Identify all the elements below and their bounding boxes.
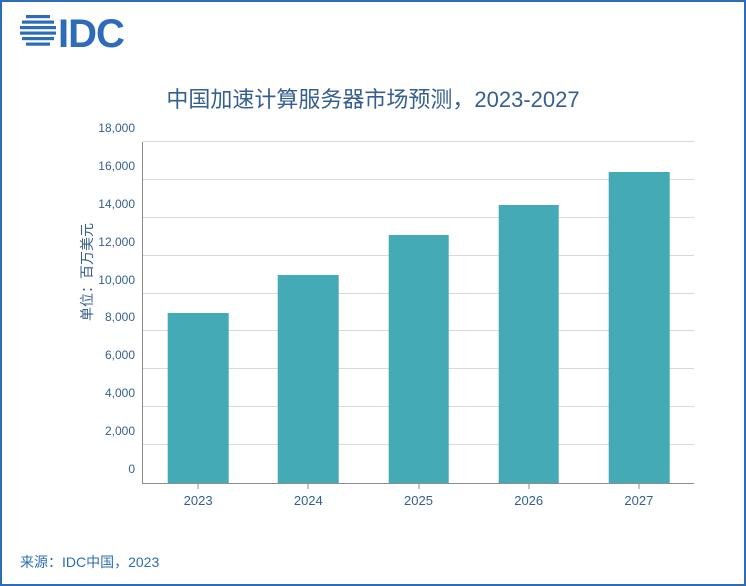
x-tick-label: 2027 [624,483,653,508]
bar [388,235,449,483]
y-tick-label: 14,000 [98,197,143,211]
plot-region: 02,0004,0006,0008,00010,00012,00014,0001… [142,142,694,484]
logo-stripes-icon [20,13,56,56]
y-tick-label: 2,000 [105,424,143,438]
chart-title: 中国加速计算服务器市场预测，2023-2027 [2,82,744,114]
x-tick-label: 2024 [294,483,323,508]
x-tick-label: 2025 [404,483,433,508]
y-tick-label: 8,000 [105,310,143,324]
y-tick-label: 10,000 [98,273,143,287]
x-tick-label: 2026 [514,483,543,508]
y-tick-label: 12,000 [98,235,143,249]
y-tick-label: 18,000 [98,121,143,135]
bar [498,205,559,483]
y-tick-label: 4,000 [105,386,143,400]
source-text: 来源：IDC中国，2023 [20,552,159,572]
idc-logo: IDC [20,12,124,57]
logo-text: IDC [58,12,124,57]
bar [278,275,339,483]
y-tick-label: 0 [128,462,143,476]
x-tick-label: 2023 [184,483,213,508]
bar [609,172,670,483]
y-tick-label: 6,000 [105,348,143,362]
bar [168,313,229,484]
y-tick-label: 16,000 [98,159,143,173]
gridline [143,141,694,142]
chart-area: 0 2,000 4,000 6,000 8,000 10,000 12,000 14,000 1… [82,122,704,524]
